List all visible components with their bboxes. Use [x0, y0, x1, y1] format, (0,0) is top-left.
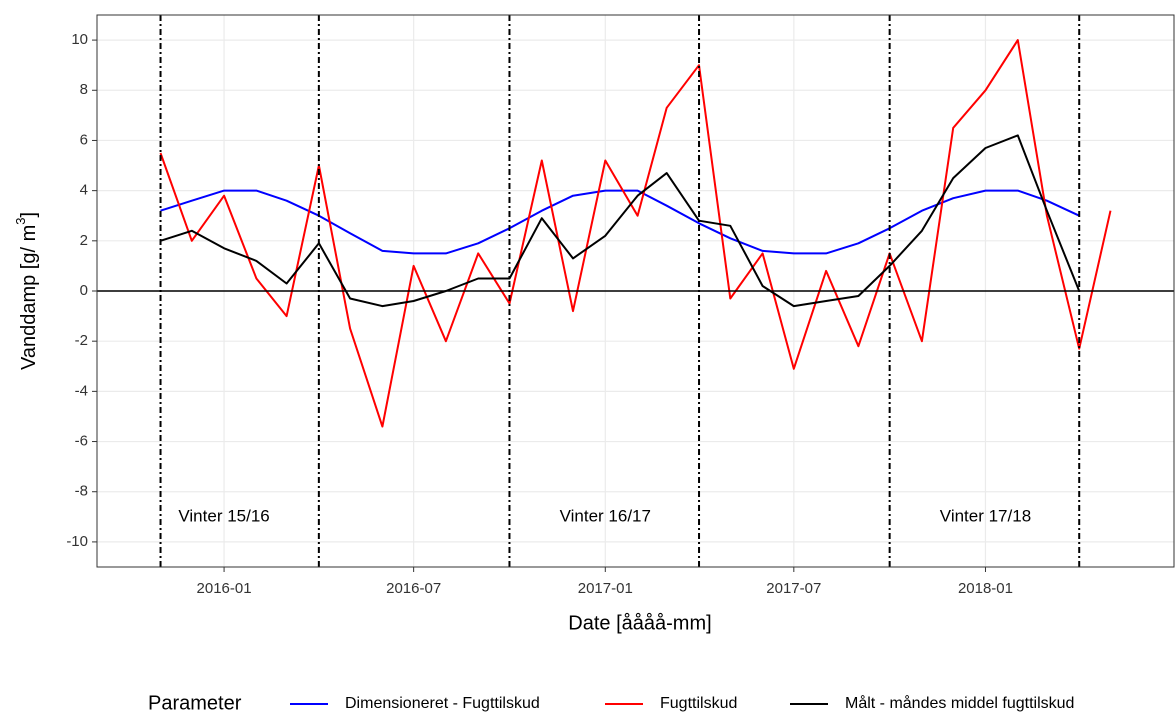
y-label-end: ] — [18, 212, 40, 218]
y-tick-label: -10 — [66, 533, 88, 550]
y-tick-label: -6 — [75, 433, 88, 450]
x-tick-label: 2016-01 — [197, 580, 252, 597]
y-tick-label: 10 — [71, 31, 88, 48]
series-line — [160, 134, 1081, 308]
y-tick-label: -8 — [75, 483, 88, 500]
legend: Dimensioneret - Fugttilskud Fugttilskud Må… — [290, 694, 1074, 712]
x-tick-label: 2017-01 — [578, 580, 633, 597]
annotation: Vinter 17/18 — [940, 506, 1031, 525]
y-label-sup: 3 — [13, 218, 28, 225]
y-tick-label: 2 — [80, 232, 88, 249]
plot-border — [96, 14, 1175, 568]
y-tick-label: 8 — [80, 81, 88, 98]
y-tick-label: 6 — [80, 131, 88, 148]
y-label-main: Vanddamp [g/ m — [18, 225, 40, 370]
x-axis-label: Date [åååå-mm] — [568, 612, 711, 634]
annotation: Vinter 16/17 — [560, 506, 651, 525]
y-tick-label: 0 — [80, 282, 88, 299]
legend-label: Målt - måndes middel fugttilskud — [845, 694, 1074, 712]
series-line — [160, 189, 1080, 255]
x-tick-label: 2016-07 — [386, 580, 441, 597]
y-tick-label: -4 — [75, 382, 88, 399]
y-tick-label: 4 — [80, 182, 88, 199]
x-tick-label: 2018-01 — [958, 580, 1013, 597]
legend-label: Dimensioneret - Fugttilskud — [345, 695, 540, 712]
legend-title: Parameter — [148, 692, 242, 714]
y-tick-label: -2 — [75, 332, 88, 349]
x-tick-label: 2017-07 — [766, 580, 821, 597]
plot: Vinter 15/16 Vinter 16/17 Vinter 17/18 — [97, 15, 1174, 567]
y-axis-label: Vanddamp [g/ m3] — [13, 212, 40, 370]
legend-label: Fugttilskud — [660, 695, 737, 712]
annotation: Vinter 15/16 — [178, 506, 269, 525]
